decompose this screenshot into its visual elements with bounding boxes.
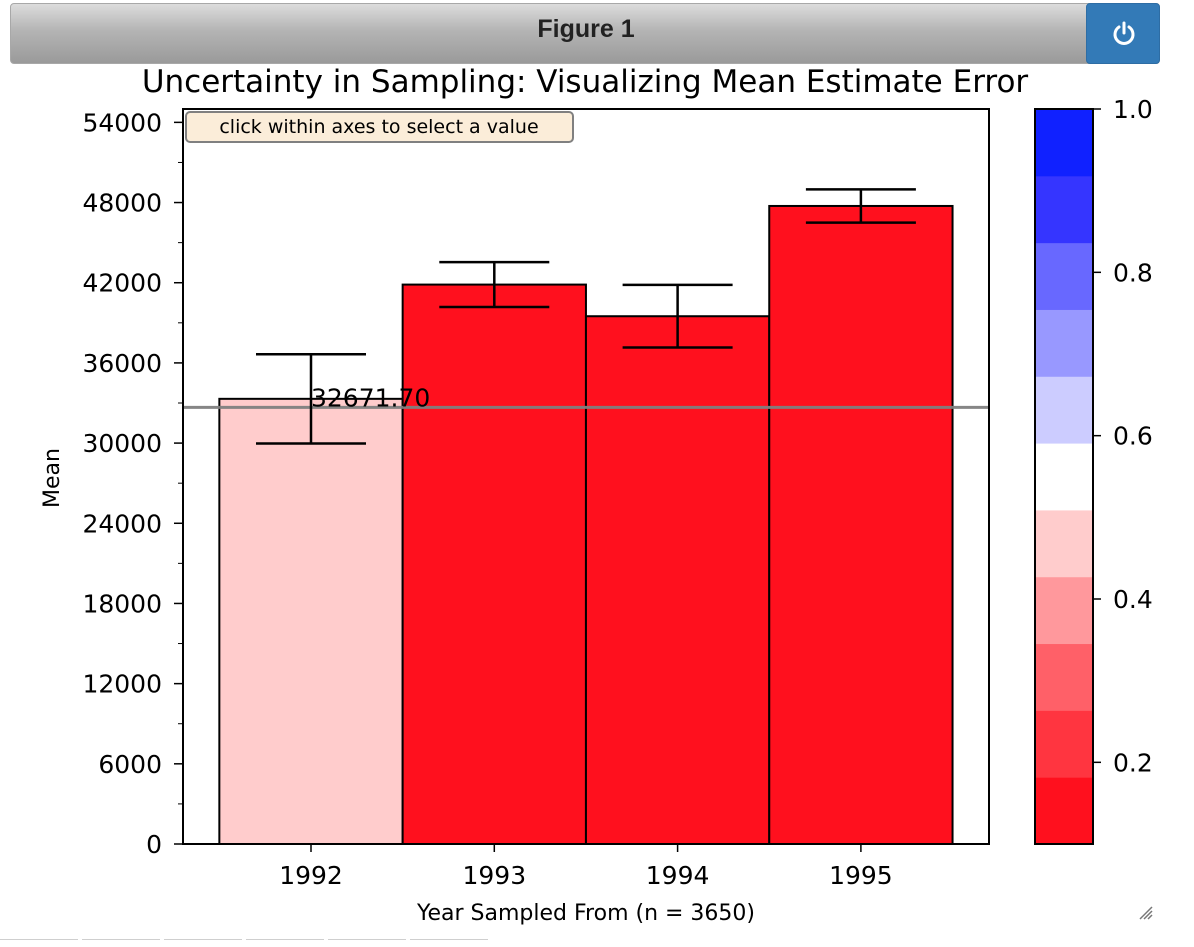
- colorbar-tick-label-0.2: 0.2: [1113, 748, 1153, 777]
- y-tick-label-12000: 12000: [82, 670, 162, 699]
- power-button[interactable]: [1086, 3, 1160, 64]
- colorbar-tick-label-0.6: 0.6: [1113, 422, 1153, 451]
- colorbar: 0.2 0.4 0.6 0.8 1.0: [1034, 95, 1153, 845]
- chart-title: Uncertainty in Sampling: Visualizing Mea…: [142, 64, 1029, 100]
- bar-1995: [768, 204, 954, 845]
- colorbar-tick-label-1: 1.0: [1113, 95, 1153, 124]
- x-tick-label-1994: 1994: [646, 861, 710, 890]
- y-tick-label-30000: 30000: [82, 429, 162, 458]
- y-tick-label-6000: 6000: [98, 750, 162, 779]
- colorbar-tick-label-0.4: 0.4: [1113, 585, 1153, 614]
- figure-title: Figure 1: [537, 15, 635, 43]
- colorbar-tick-label-0.8: 0.8: [1113, 258, 1153, 287]
- power-icon: [1113, 21, 1135, 45]
- x-tick-label-1995: 1995: [829, 861, 893, 890]
- bar-1994: [584, 315, 771, 845]
- y-tick-label-18000: 18000: [82, 589, 162, 618]
- bar-1992: [218, 397, 404, 845]
- resize-grip-icon[interactable]: [1136, 903, 1154, 921]
- colorbar-segment: [1035, 376, 1093, 444]
- bar-1993: [401, 283, 587, 845]
- colorbar-segment: [1035, 710, 1093, 778]
- y-tick-label-36000: 36000: [82, 349, 162, 378]
- colorbar-segment: [1035, 576, 1093, 645]
- y-tick-label-24000: 24000: [82, 509, 162, 538]
- colorbar-segment: [1035, 175, 1093, 244]
- y-tick-label-48000: 48000: [82, 189, 162, 218]
- bottom-toolbar-edge: [0, 928, 510, 940]
- colorbar-frame: [1034, 108, 1094, 845]
- y-tick-label-54000: 54000: [82, 108, 162, 137]
- errorbar-layer: [256, 188, 916, 445]
- colorbar-segment: [1035, 777, 1093, 845]
- x-axis-label: Year Sampled From (n = 3650): [416, 901, 755, 926]
- figure-titlebar: Figure 1: [10, 3, 1160, 64]
- x-tick-label-1992: 1992: [279, 861, 343, 890]
- x-axis: 1992 1993 1994 1995: [279, 844, 893, 890]
- y-axis-label: Mean: [40, 448, 65, 508]
- reference-line-label: 32671.70: [311, 383, 430, 412]
- reference-layer: 32671.70: [183, 383, 989, 412]
- colorbar-segment: [1035, 109, 1093, 177]
- y-tick-label-0: 0: [146, 830, 162, 859]
- plot-area[interactable]: [182, 108, 990, 845]
- y-tick-label-42000: 42000: [82, 269, 162, 298]
- colorbar-segment: [1035, 242, 1093, 310]
- x-tick-label-1993: 1993: [462, 861, 526, 890]
- colorbar-segment: [1035, 443, 1093, 511]
- annotation-text: click within axes to select a value: [219, 116, 538, 138]
- colorbar-segment: [1035, 509, 1093, 578]
- y-axis: 0 6000 12000 18000 24000 30000 36000 42000 48000…: [82, 108, 183, 859]
- colorbar-segment: [1035, 309, 1093, 377]
- colorbar-segment: [1035, 643, 1093, 711]
- annotation-box: click within axes to select a value: [185, 111, 574, 143]
- bars-layer: [218, 204, 954, 845]
